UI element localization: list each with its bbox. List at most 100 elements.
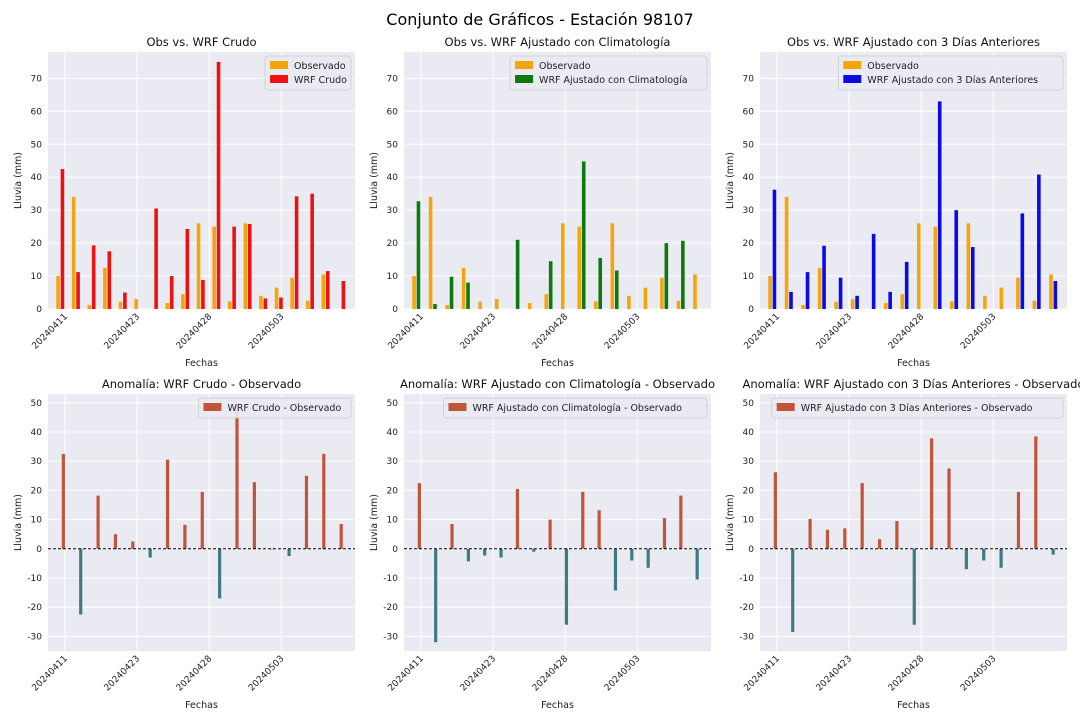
bar-wrf: [294, 196, 299, 309]
plot-area: [404, 52, 711, 309]
bar-wrf: [416, 201, 421, 309]
chart-anomalia-crudo: -30 -20 -10 0 10 20 30 40 50 20240411 20240423 2024…: [13, 377, 355, 711]
bar-wrf: [232, 226, 236, 309]
bar-anomaly-negative: [287, 548, 291, 557]
legend-label: Observado: [539, 61, 591, 72]
bar-anomaly-positive: [808, 518, 812, 549]
y-tick-label: 30: [743, 457, 755, 467]
y-tick-label: 70: [31, 74, 43, 84]
bar-anomaly-positive: [61, 453, 65, 549]
x-tick-label: 20240503: [247, 312, 286, 351]
bar-anomaly-positive: [200, 491, 204, 549]
bar-wrf: [279, 297, 283, 309]
x-tick-label: 20240503: [603, 654, 642, 693]
bar-observado: [1049, 274, 1053, 309]
bar-observado: [693, 274, 697, 309]
y-tick-label: 20: [743, 239, 755, 249]
bar-observado: [259, 295, 263, 309]
y-tick-label: 20: [387, 486, 399, 496]
legend-swatch: [515, 61, 534, 69]
legend-label: WRF Ajustado con 3 Días Anteriores: [867, 75, 1038, 86]
y-tick-label: 0: [748, 545, 754, 555]
bar-wrf: [871, 233, 876, 309]
bar-anomaly-positive: [877, 539, 882, 549]
bar-observado: [784, 196, 789, 309]
x-axis-label: Fechas: [185, 700, 218, 711]
bar-wrf: [216, 61, 221, 309]
bar-wrf: [60, 168, 65, 309]
bar-anomaly-positive: [304, 475, 309, 549]
bar-observado: [610, 223, 615, 309]
x-tick-label: 20240428: [887, 312, 927, 352]
x-tick-label: 20240411: [387, 654, 426, 693]
bar-wrf: [855, 295, 859, 309]
x-tick-label: 20240423: [815, 312, 854, 351]
y-tick-label: 0: [392, 305, 398, 315]
x-tick-label: 20240411: [31, 654, 70, 693]
y-tick-label: 50: [31, 140, 43, 150]
bar-observado: [1032, 300, 1037, 309]
legend: Observado WRF Crudo: [264, 55, 352, 91]
bar-anomaly-negative: [964, 548, 968, 570]
legend-swatch: [776, 403, 795, 411]
chart-obs-vs-wrf-3-dias: 0 10 20 30 40 50 60 70 20240411 20240423 20240428 2…: [725, 35, 1067, 369]
chart-obs-vs-wrf-crudo: 0 10 20 30 40 50 60 70 20240411 20240423 20240428 2…: [13, 35, 355, 369]
legend-label: WRF Crudo: [294, 75, 347, 86]
plot-area: [404, 394, 711, 651]
legend: WRF Crudo - Observado: [198, 397, 352, 419]
bar-observado: [196, 223, 201, 309]
bar-anomaly-positive: [773, 472, 777, 549]
bar-anomaly-negative: [630, 548, 634, 561]
bar-observado: [900, 294, 905, 309]
x-tick-label: 20240411: [743, 654, 782, 693]
bar-anomaly-positive: [322, 453, 326, 549]
bar-observado: [817, 267, 822, 309]
x-tick-label: 20240428: [887, 654, 927, 694]
bar-anomaly-positive: [1034, 436, 1038, 549]
bar-wrf: [598, 257, 603, 309]
y-axis-label: Lluvia (mm): [13, 494, 24, 551]
y-tick-label: 30: [743, 206, 755, 216]
bar-observado: [660, 277, 664, 309]
legend-box: [509, 55, 708, 91]
bar-anomaly-negative: [646, 548, 650, 568]
x-tick-label: 20240411: [387, 312, 426, 351]
y-axis-label: Lluvia (mm): [13, 152, 24, 209]
bar-anomaly-negative: [564, 548, 569, 625]
x-tick-label: 20240428: [175, 654, 215, 694]
bar-anomaly-positive: [1016, 491, 1021, 549]
bar-observado: [1016, 277, 1020, 309]
bar-observado: [165, 303, 170, 309]
y-tick-label: 70: [387, 74, 399, 84]
legend: Observado WRF Ajustado con 3 Días Anterio…: [837, 55, 1064, 91]
bar-observado: [412, 276, 416, 309]
bar-observado: [643, 287, 648, 309]
bar-observado: [560, 223, 565, 309]
bar-anomaly-negative: [912, 548, 916, 625]
bar-anomaly-negative: [434, 548, 438, 643]
y-tick-label: 10: [387, 272, 399, 282]
bar-anomaly-negative: [791, 548, 795, 633]
plot-area: [760, 52, 1067, 309]
bar-anomaly-negative: [613, 548, 618, 591]
bar-wrf: [201, 280, 205, 309]
y-tick-label: -10: [27, 574, 42, 584]
bar-wrf: [614, 270, 619, 309]
bar-anomaly-positive: [581, 491, 585, 549]
bar-wrf: [433, 304, 437, 309]
legend-label: WRF Crudo - Observado: [227, 403, 341, 414]
bar-anomaly-negative: [695, 548, 699, 580]
bar-wrf: [515, 239, 520, 309]
legend: Observado WRF Ajustado con Climatología: [509, 55, 708, 91]
chart-anomalia-3-dias: -30 -20 -10 0 10 20 30 40 50 20240411 20240423 2024…: [725, 377, 1080, 711]
y-tick-label: 40: [387, 428, 399, 438]
x-axis-label: Fechas: [541, 700, 574, 711]
x-tick-label: 20240423: [815, 654, 854, 693]
bar-observado: [103, 267, 107, 309]
bar-anomaly-positive: [825, 529, 830, 549]
y-axis-label: Lluvia (mm): [725, 494, 736, 551]
y-tick-label: 50: [743, 140, 755, 150]
legend-box: [198, 397, 352, 419]
x-tick-label: 20240428: [531, 312, 571, 352]
bar-anomaly-negative: [499, 548, 503, 558]
